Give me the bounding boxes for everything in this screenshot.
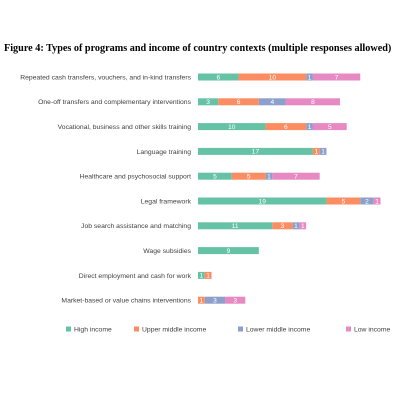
bar-segment-upper-middle-income — [272, 222, 293, 230]
bar-segment-low-income — [299, 222, 307, 230]
bar-segment-low-income — [272, 172, 320, 180]
data-label: 4 — [271, 99, 275, 106]
bar-segment-low-income — [312, 73, 361, 81]
legend: High income Upper middle income Lower midd… — [66, 326, 390, 333]
category-label: Healthcare and psychosocial support — [80, 174, 192, 181]
data-label: 3 — [233, 298, 237, 305]
data-label: 7 — [335, 74, 339, 81]
category-label: Market-based or value chains interventio… — [61, 298, 191, 305]
bar-segment-upper-middle-income — [326, 197, 361, 205]
data-label: 1 — [267, 174, 271, 181]
data-label: 10 — [228, 124, 236, 131]
data-label: 1 — [301, 223, 305, 230]
bar-segment-high-income — [198, 172, 232, 180]
legend-label: Upper middle income — [142, 326, 206, 333]
legend-label: Lower middle income — [246, 326, 310, 333]
data-label: 5 — [328, 124, 332, 131]
legend-swatch-low-income — [346, 326, 351, 332]
bar-segment-upper-middle-income — [312, 147, 320, 155]
data-label: 2 — [365, 198, 369, 205]
bar-segment-low-income — [225, 296, 246, 304]
bar-segment-high-income — [198, 247, 259, 255]
category-labels: Repeated cash transfers, vouchers, and i… — [20, 74, 191, 304]
category-label: One-off transfers and complementary inte… — [38, 99, 191, 106]
bar-segment-upper-middle-income — [218, 98, 259, 106]
bar-segment-low-income — [285, 98, 340, 106]
bar-segment-high-income — [198, 222, 273, 230]
category-label: Job search assistance and matching — [81, 223, 191, 230]
legend-swatch-high-income — [66, 326, 71, 332]
data-label: 9 — [227, 248, 231, 255]
data-label: 1 — [321, 149, 325, 156]
data-label: 1 — [308, 74, 312, 81]
bar-segment-lower-middle-income — [306, 123, 313, 131]
category-label: Vocational, business and other skills tr… — [58, 124, 192, 131]
data-label: 11 — [232, 223, 239, 230]
bar-segment-upper-middle-income — [198, 296, 205, 304]
data-label: 3 — [213, 298, 217, 305]
category-label: Legal framework — [141, 198, 192, 205]
bar-segment-high-income — [198, 98, 219, 106]
bar-segment-upper-middle-income — [238, 73, 307, 81]
data-label: 1 — [294, 223, 298, 230]
data-label: 6 — [237, 99, 241, 106]
data-label: 3 — [281, 223, 285, 230]
category-label: Direct employment and cash for work — [79, 273, 192, 280]
bar-segment-upper-middle-income — [204, 271, 212, 279]
legend-swatch-lower-middle-income — [238, 326, 243, 332]
bar-segment-high-income — [198, 197, 327, 205]
bar-segment-lower-middle-income — [204, 296, 226, 304]
data-label: 1 — [206, 273, 210, 280]
bar-segment-high-income — [198, 271, 205, 279]
bar-segment-upper-middle-income — [265, 123, 307, 131]
category-label: Language training — [137, 149, 192, 156]
bars: 6 10 1 73 6 4 810 6 1 517 1 15 5 1 719 5 2 111 3 1 191 11 3 3 — [198, 73, 381, 305]
data-label: 1 — [375, 198, 379, 205]
bar-segment-lower-middle-income — [265, 172, 273, 180]
legend-label: High income — [74, 326, 112, 333]
bar-segment-lower-middle-income — [319, 147, 327, 155]
bar-segment-low-income — [373, 197, 381, 205]
bar-segment-high-income — [198, 123, 266, 131]
category-label: Wage subsidies — [143, 248, 191, 255]
data-label: 5 — [247, 174, 251, 181]
data-label: 1 — [314, 149, 318, 156]
bar-segment-high-income — [198, 73, 239, 81]
data-label: 17 — [252, 149, 260, 156]
bar-segment-high-income — [198, 147, 313, 155]
data-label: 5 — [342, 198, 346, 205]
data-label: 1 — [200, 273, 204, 280]
bar-segment-lower-middle-income — [360, 197, 374, 205]
data-label: 3 — [206, 99, 210, 106]
legend-label: Low income — [354, 326, 390, 333]
data-label: 19 — [259, 198, 267, 205]
data-label: 1 — [200, 298, 204, 305]
bar-segment-lower-middle-income — [258, 98, 286, 106]
data-label: 6 — [216, 74, 220, 81]
data-label: 6 — [284, 124, 288, 131]
bar-segment-lower-middle-income — [306, 73, 313, 81]
data-label: 1 — [308, 124, 312, 131]
bar-segment-low-income — [312, 123, 347, 131]
category-label: Repeated cash transfers, vouchers, and i… — [20, 74, 191, 81]
data-label: 10 — [269, 74, 277, 81]
bar-segment-lower-middle-income — [292, 222, 300, 230]
bar-segment-upper-middle-income — [231, 172, 266, 180]
data-label: 8 — [311, 99, 315, 106]
chart-title: Figure 4: Types of programs and income o… — [4, 43, 392, 54]
data-label: 7 — [294, 174, 298, 181]
data-label: 5 — [213, 174, 217, 181]
legend-swatch-upper-middle-income — [134, 326, 139, 332]
